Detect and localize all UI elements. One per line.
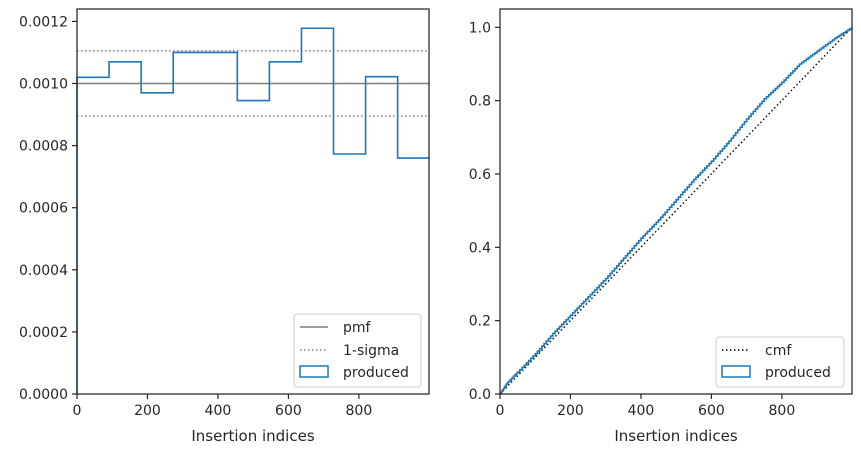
left-legend-box xyxy=(293,313,422,388)
legend-cmf-label: cmf xyxy=(765,343,792,359)
left-ytick-label-2: 0.0004 xyxy=(19,263,68,279)
right-xtick-label-1: 200 xyxy=(557,403,584,419)
right-xtick-label-2: 400 xyxy=(628,403,655,419)
right-ytick-label-5: 1.0 xyxy=(469,20,491,36)
left-x-ticks: 0 200 400 600 800 xyxy=(73,394,373,419)
right-series-produced-steps xyxy=(500,27,853,395)
legend-produced-label: produced xyxy=(343,365,409,381)
left-ytick-label-5: 0.0010 xyxy=(19,77,68,93)
chart-right-cmf: 0 200 400 600 800 0.0 0.2 0.4 0.6 0.8 1.0 Inserti… xyxy=(469,8,853,445)
right-xtick-label-3: 600 xyxy=(698,403,725,419)
right-xtick-label-4: 800 xyxy=(769,403,796,419)
left-ytick-label-3: 0.0006 xyxy=(19,201,68,217)
right-y-ticks: 0.0 0.2 0.4 0.6 0.8 1.0 xyxy=(469,20,500,403)
legend-pmf-label: pmf xyxy=(343,320,372,336)
left-legend: pmf 1-sigma produced xyxy=(293,313,422,388)
right-plot-marks xyxy=(499,26,853,395)
left-x-axis-label: Insertion indices xyxy=(191,427,314,445)
left-xtick-label-2: 400 xyxy=(205,403,232,419)
legend-produced-swatch-right xyxy=(721,365,751,378)
legend-produced-label-right: produced xyxy=(765,365,831,381)
left-ytick-label-0: 0.0000 xyxy=(19,387,68,403)
legend-1-sigma-label: 1-sigma xyxy=(343,343,399,359)
right-ytick-label-2: 0.4 xyxy=(469,240,491,256)
right-x-ticks: 0 200 400 600 800 xyxy=(496,394,796,419)
chart-left-pmf: 0 200 400 600 800 0.00000.00020.00040.00060.… xyxy=(19,8,430,445)
right-ytick-label-3: 0.6 xyxy=(469,167,491,183)
right-legend-box xyxy=(715,336,845,388)
left-axes-frame xyxy=(76,8,430,395)
right-ytick-label-1: 0.2 xyxy=(469,314,491,330)
right-axes-frame xyxy=(499,8,853,395)
left-xtick-label-4: 800 xyxy=(346,403,373,419)
left-ytick-label-4: 0.0008 xyxy=(19,139,68,155)
legend-produced-swatch xyxy=(299,365,329,378)
left-xtick-label-3: 600 xyxy=(275,403,302,419)
right-legend: cmf produced xyxy=(715,336,845,388)
right-xtick-label-0: 0 xyxy=(496,403,505,419)
left-plot-marks xyxy=(76,27,429,394)
left-ytick-label-1: 0.0002 xyxy=(19,325,68,341)
right-ytick-label-0: 0.0 xyxy=(469,387,491,403)
right-x-axis-label: Insertion indices xyxy=(614,427,737,445)
left-xtick-label-0: 0 xyxy=(73,403,82,419)
left-y-ticks: 0.0000 0.0002 0.0004 0.0006 0.0008 0.0010 0.00… xyxy=(19,14,77,403)
left-xtick-label-1: 200 xyxy=(134,403,161,419)
right-series-cmf-line xyxy=(499,26,853,395)
left-series-produced-steps xyxy=(76,27,429,394)
right-ytick-label-4: 0.8 xyxy=(469,94,491,110)
left-ytick-label-6: 0.0012 xyxy=(19,14,68,30)
